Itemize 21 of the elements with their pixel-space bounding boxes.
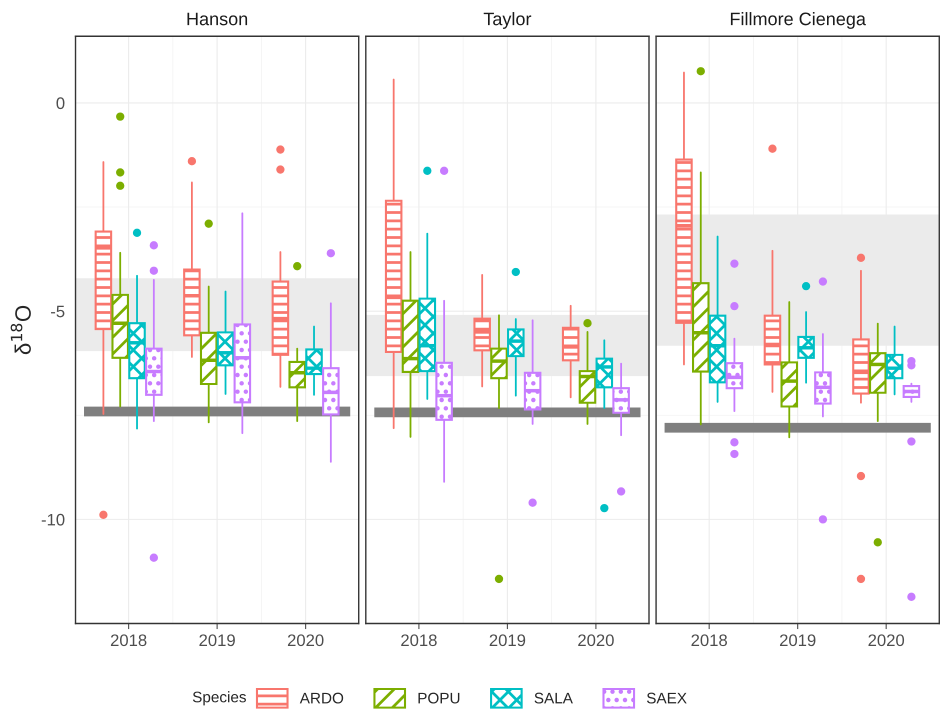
y-tick-label: 0 — [56, 97, 64, 110]
x-tick-label: 2018 — [110, 634, 146, 646]
legend-label: SALA — [534, 692, 573, 704]
y-axis-title: δ$^{18}$O — [10, 306, 31, 354]
legend-label: SAEX — [646, 692, 687, 704]
x-tick-label: 2020 — [288, 634, 324, 646]
chart-title: Fillmore Cienega — [730, 12, 866, 29]
y-tick-label: -5 — [51, 306, 64, 318]
y-tick-label: -10 — [42, 514, 64, 526]
x-tick-label: 2019 — [490, 634, 526, 646]
x-tick-label: 2019 — [780, 634, 816, 646]
x-tick-label: 2018 — [691, 634, 727, 646]
legend-title: Species — [192, 691, 246, 706]
legend-label: POPU — [418, 692, 460, 704]
chart-title: Hanson — [187, 12, 248, 26]
x-tick-label: 2018 — [401, 634, 437, 646]
x-tick-label: 2019 — [199, 634, 235, 646]
chart-title: Taylor — [484, 12, 532, 29]
x-tick-label: 2020 — [868, 634, 904, 646]
x-tick-label: 2020 — [578, 634, 614, 646]
legend-label: ARDO — [300, 692, 344, 704]
